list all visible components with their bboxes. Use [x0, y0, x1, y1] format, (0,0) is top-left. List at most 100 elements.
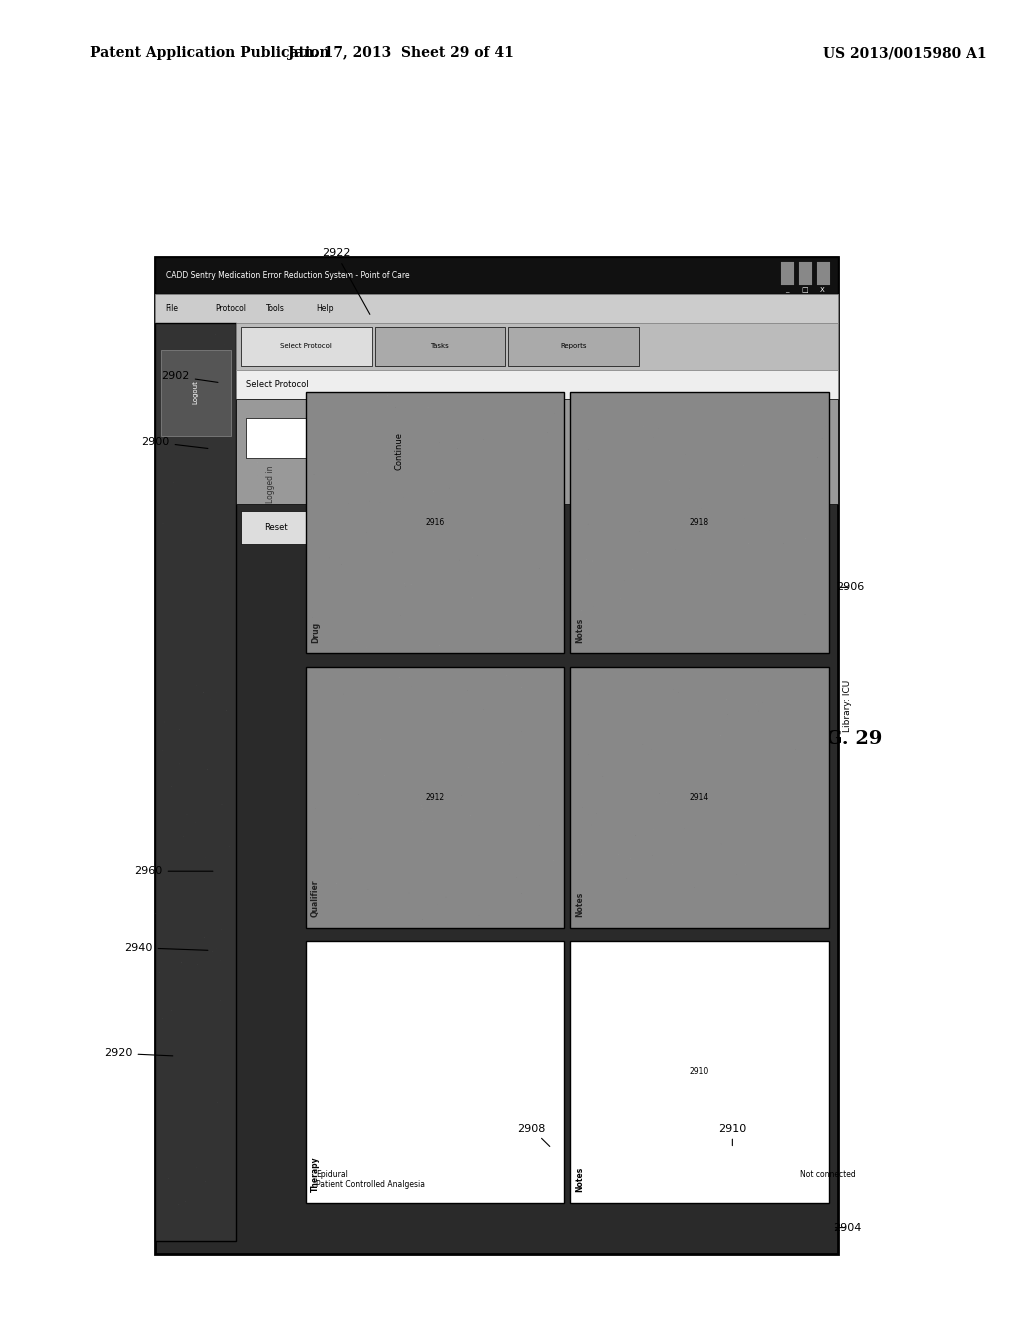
- Point: [554, 601, 570, 622]
- Point: [761, 520, 777, 541]
- Point: [524, 409, 541, 430]
- Text: Protocol: Protocol: [216, 305, 247, 313]
- Point: [250, 451, 266, 473]
- Point: [395, 487, 412, 508]
- Point: [490, 628, 507, 649]
- Point: [381, 430, 397, 451]
- Point: [787, 739, 804, 760]
- Point: [499, 665, 515, 686]
- Text: Notes: Notes: [575, 1167, 585, 1192]
- Point: [333, 554, 349, 576]
- Point: [736, 508, 753, 529]
- Point: [718, 689, 734, 710]
- Point: [586, 595, 602, 616]
- Point: [660, 461, 677, 482]
- Text: 2916: 2916: [426, 519, 444, 527]
- Point: [213, 950, 229, 972]
- Point: [359, 462, 376, 483]
- Point: [678, 444, 694, 465]
- Point: [450, 438, 466, 459]
- Point: [615, 570, 632, 591]
- Point: [175, 826, 191, 847]
- Point: [163, 776, 179, 797]
- Point: [749, 694, 765, 715]
- Point: [574, 797, 591, 818]
- Point: [307, 799, 324, 820]
- Point: [739, 434, 756, 455]
- Point: [396, 573, 413, 594]
- Point: [147, 903, 164, 924]
- Point: [187, 812, 204, 833]
- Bar: [236, 370, 838, 399]
- Point: [249, 465, 265, 486]
- Point: [635, 734, 651, 755]
- Point: [547, 403, 563, 424]
- Text: 2960: 2960: [134, 866, 213, 876]
- Point: [359, 879, 376, 900]
- Point: [719, 425, 735, 446]
- Point: [380, 898, 396, 919]
- Text: Continue: Continue: [394, 433, 403, 470]
- Point: [582, 445, 598, 466]
- Point: [380, 385, 396, 407]
- Point: [530, 558, 547, 579]
- Text: X: X: [820, 288, 825, 293]
- Point: [305, 676, 322, 697]
- Point: [198, 1171, 214, 1192]
- Text: 2920: 2920: [104, 1048, 173, 1059]
- Point: [624, 459, 640, 480]
- Point: [764, 422, 780, 444]
- Point: [671, 682, 687, 704]
- Point: [459, 680, 475, 701]
- Point: [775, 533, 792, 554]
- Text: Reports: Reports: [560, 343, 587, 350]
- Point: [579, 549, 595, 570]
- Text: Reset: Reset: [264, 523, 288, 532]
- Bar: [246, 418, 367, 458]
- Point: [402, 574, 419, 595]
- Point: [651, 783, 668, 804]
- Text: 2902: 2902: [162, 371, 218, 383]
- Text: 2918: 2918: [690, 519, 709, 527]
- Point: [754, 771, 770, 792]
- Bar: [375, 327, 505, 366]
- Point: [182, 531, 199, 552]
- Text: Tools: Tools: [266, 305, 285, 313]
- Point: [610, 843, 627, 865]
- Point: [161, 1168, 177, 1189]
- Point: [462, 805, 478, 826]
- Point: [425, 482, 441, 503]
- Bar: [236, 323, 838, 370]
- Text: 2908: 2908: [517, 1123, 550, 1147]
- Point: [592, 701, 608, 722]
- Point: [171, 754, 187, 775]
- Point: [335, 684, 351, 705]
- Point: [598, 622, 614, 643]
- Point: [414, 799, 430, 820]
- Point: [438, 887, 455, 908]
- Point: [224, 1195, 241, 1216]
- Point: [372, 477, 388, 498]
- Point: [580, 440, 596, 461]
- Point: [820, 822, 837, 843]
- Point: [697, 634, 714, 655]
- Point: [671, 911, 687, 932]
- Text: US 2013/0015980 A1: US 2013/0015980 A1: [822, 46, 986, 61]
- Point: [551, 669, 567, 690]
- Point: [173, 952, 189, 973]
- Text: □: □: [801, 288, 808, 293]
- Point: [702, 564, 719, 585]
- Point: [208, 682, 224, 704]
- Point: [735, 455, 752, 477]
- Point: [444, 702, 461, 723]
- Point: [188, 1158, 205, 1179]
- Point: [344, 440, 360, 461]
- Point: [434, 735, 451, 756]
- Point: [693, 498, 710, 519]
- Point: [148, 878, 165, 899]
- Point: [155, 739, 171, 760]
- Point: [496, 513, 512, 535]
- Point: [650, 417, 667, 438]
- Point: [681, 478, 697, 499]
- Point: [212, 990, 228, 1011]
